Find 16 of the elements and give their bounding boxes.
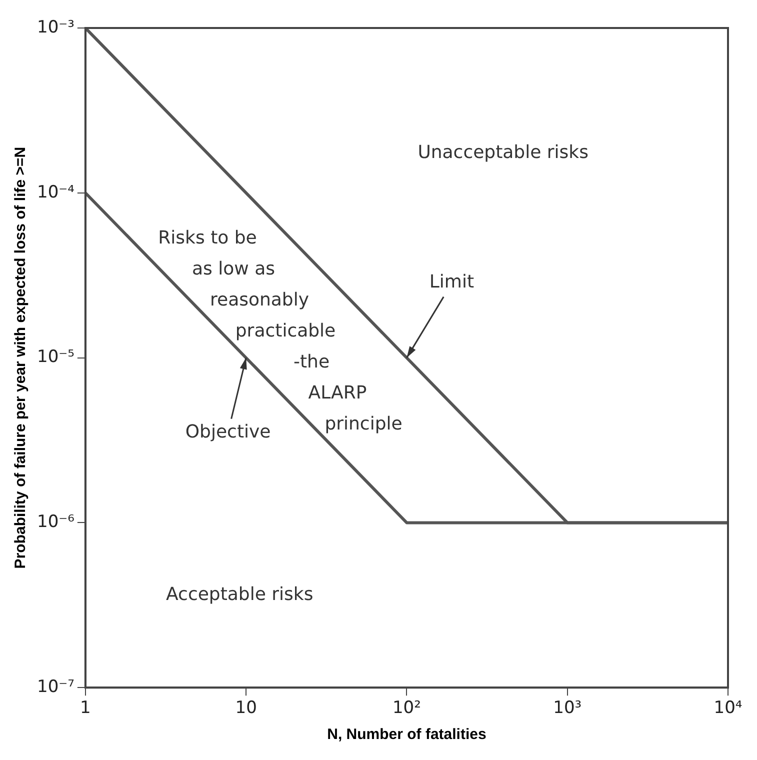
y-tick-label: 10⁻⁷ — [37, 677, 75, 698]
annotation: Objective — [185, 421, 271, 442]
x-tick-label: 10⁴ — [714, 698, 742, 718]
x-tick-label: 1 — [80, 698, 91, 718]
x-axis-title: N, Number of fatalities — [327, 726, 486, 744]
y-tick-label: 10⁻⁵ — [37, 347, 74, 368]
x-tick-label: 10² — [392, 698, 421, 718]
annotation: Acceptable risks — [166, 584, 314, 605]
x-tick-label: 10 — [235, 698, 257, 718]
y-tick-label: 10⁻³ — [37, 17, 74, 38]
annotation: Limit — [429, 271, 474, 292]
annotation: Unacceptable risks — [418, 142, 589, 163]
y-axis-title: Probability of failure per year with expected loss of life >=N — [12, 146, 30, 569]
y-tick-label: 10⁻⁴ — [37, 182, 75, 202]
x-tick-label: 10³ — [553, 698, 582, 718]
y-tick-label: 10⁻⁶ — [37, 512, 75, 532]
